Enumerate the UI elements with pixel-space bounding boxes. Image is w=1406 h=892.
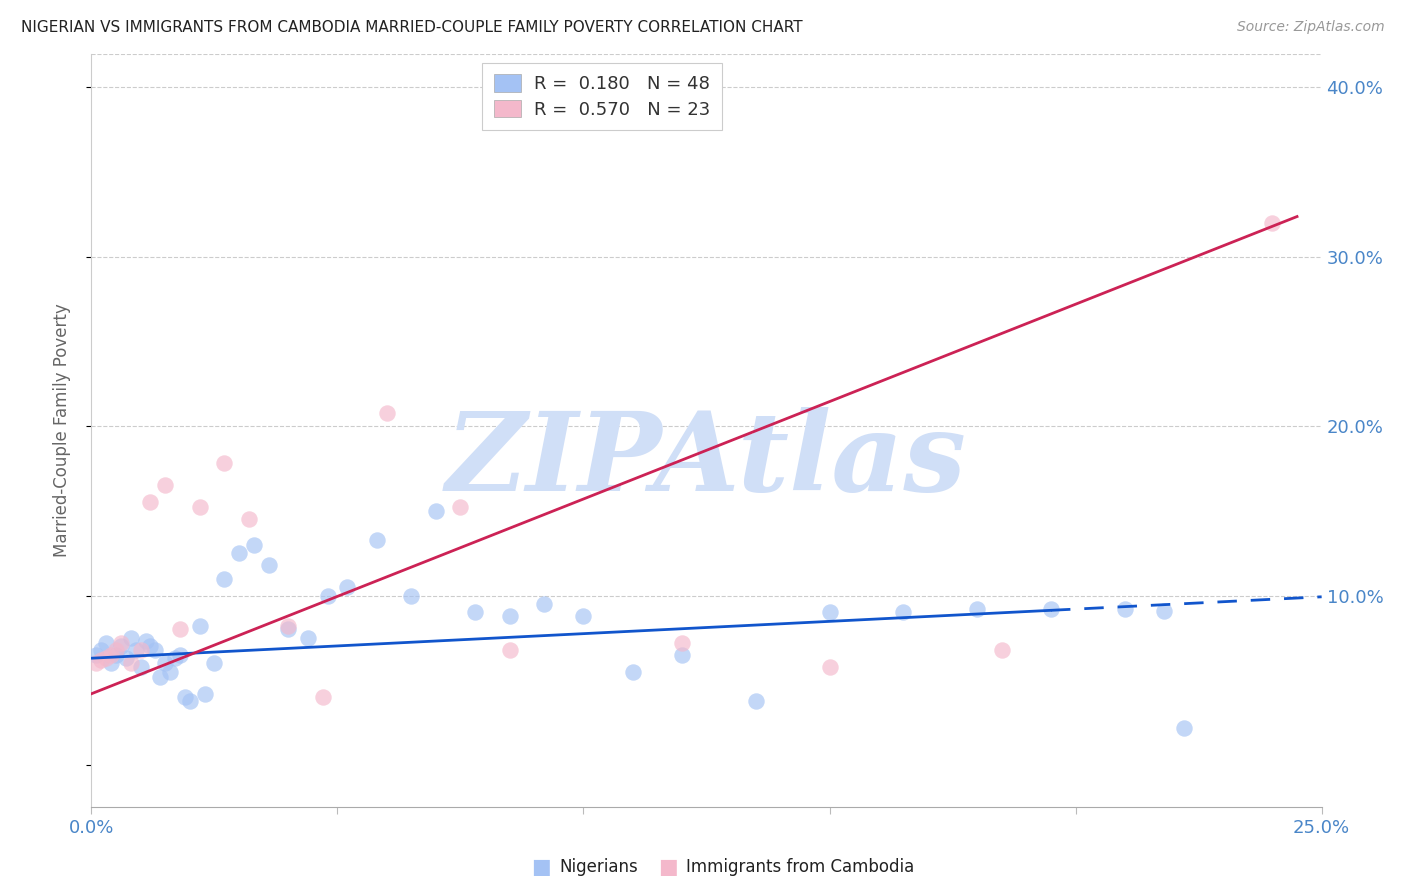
Point (1039, 602, 1063, 616)
Point (425, 504, 447, 518)
Point (145, 642, 166, 657)
Point (129, 659, 152, 673)
Point (120, 657, 142, 671)
Point (174, 690, 197, 705)
Point (228, 546, 250, 560)
Point (179, 693, 201, 707)
Point (745, 693, 768, 707)
Point (277, 619, 299, 633)
Point (105, 648, 127, 662)
Point (621, 665, 644, 679)
Point (1173, 721, 1195, 735)
Point (202, 657, 225, 671)
Point (311, 690, 335, 705)
Point (375, 406, 398, 420)
Point (86, 648, 108, 662)
Point (139, 640, 162, 654)
Point (110, 640, 132, 654)
Point (498, 608, 520, 623)
Point (188, 619, 211, 633)
Point (100, 648, 122, 662)
Point (90, 642, 112, 657)
Point (671, 648, 693, 662)
Point (163, 651, 186, 665)
Point (242, 538, 264, 552)
Point (124, 642, 146, 657)
Point (336, 580, 359, 594)
Point (671, 636, 693, 650)
Point (464, 606, 486, 620)
Point (818, 659, 841, 673)
Point (1153, 604, 1175, 618)
Point (572, 608, 595, 623)
Point (818, 606, 841, 620)
Point (277, 623, 299, 637)
Point (449, 500, 471, 515)
Text: ■: ■ (658, 857, 678, 877)
Point (316, 589, 339, 603)
Text: Nigerians: Nigerians (560, 858, 638, 876)
Point (120, 631, 142, 645)
Text: Immigrants from Cambodia: Immigrants from Cambodia (686, 858, 914, 876)
Point (114, 651, 138, 665)
Point (153, 657, 177, 671)
Point (297, 631, 319, 645)
Y-axis label: Married-Couple Family Poverty: Married-Couple Family Poverty (52, 303, 70, 558)
Point (891, 606, 914, 620)
Point (990, 642, 1012, 657)
Point (153, 478, 177, 492)
Point (399, 589, 422, 603)
Point (533, 597, 555, 611)
Point (188, 500, 211, 515)
Point (110, 636, 132, 650)
Text: Source: ZipAtlas.com: Source: ZipAtlas.com (1237, 20, 1385, 34)
Point (90, 653, 112, 667)
Point (129, 642, 152, 657)
Point (966, 602, 988, 616)
Point (212, 572, 235, 586)
Point (366, 533, 388, 547)
Text: ZIPAtlas: ZIPAtlas (446, 407, 967, 515)
Point (169, 648, 191, 662)
Point (159, 665, 181, 679)
Point (1114, 602, 1136, 616)
Point (96, 636, 117, 650)
Point (212, 457, 235, 471)
Point (139, 495, 162, 509)
Point (238, 512, 260, 526)
Point (135, 634, 156, 648)
Text: ■: ■ (531, 857, 551, 877)
Legend: R =  0.180   N = 48, R =  0.570   N = 23: R = 0.180 N = 48, R = 0.570 N = 23 (482, 62, 721, 130)
Point (1261, 216, 1284, 230)
Text: NIGERIAN VS IMMIGRANTS FROM CAMBODIA MARRIED-COUPLE FAMILY POVERTY CORRELATION C: NIGERIAN VS IMMIGRANTS FROM CAMBODIA MAR… (21, 20, 803, 35)
Point (100, 657, 122, 671)
Point (257, 558, 280, 572)
Point (86, 657, 108, 671)
Point (498, 642, 520, 657)
Point (149, 670, 172, 684)
Point (105, 642, 127, 657)
Point (169, 623, 191, 637)
Point (96, 651, 117, 665)
Point (193, 687, 217, 701)
